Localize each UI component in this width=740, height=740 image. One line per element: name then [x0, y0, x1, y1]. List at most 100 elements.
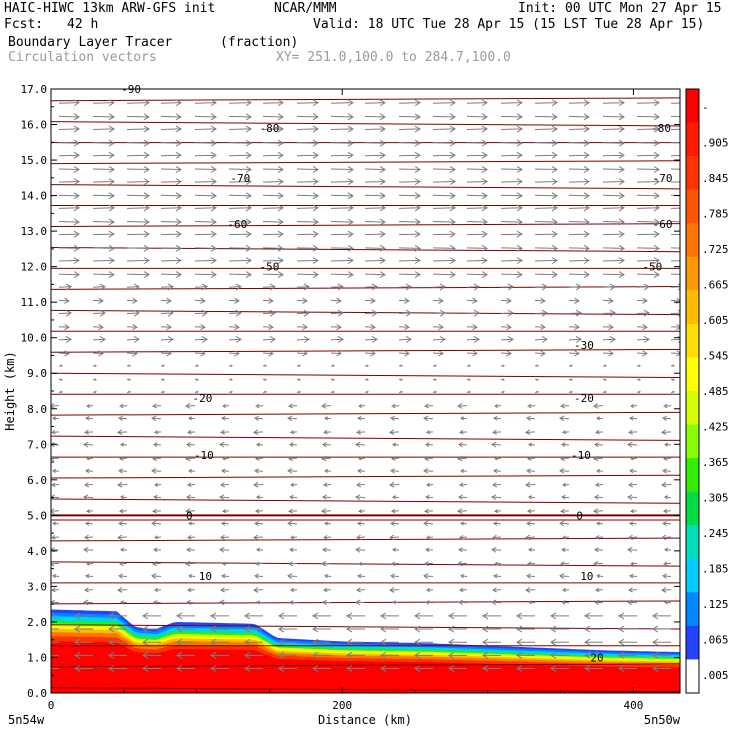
wind-vector: [152, 561, 162, 567]
colorbar-segment: [686, 290, 699, 325]
colorbar-label: .785: [702, 207, 729, 220]
wind-vector: [662, 520, 672, 527]
wind-vector: [494, 403, 502, 408]
wind-vector: [593, 403, 604, 409]
wind-vector: [186, 599, 196, 605]
contour-label: -70: [230, 172, 250, 185]
wind-vector: [466, 139, 488, 147]
wind-vector: [534, 297, 546, 304]
wind-vector: [432, 257, 456, 264]
wind-vector: [58, 297, 70, 304]
wind-vector: [500, 192, 523, 200]
wind-vector: [516, 651, 535, 659]
wind-vector: [390, 520, 400, 527]
wind-vector: [152, 508, 162, 514]
wind-vector: [629, 468, 638, 474]
wind-vector: [160, 283, 174, 291]
wind-vector: [186, 547, 196, 553]
wind-vector: [330, 125, 354, 133]
wind-vector: [562, 430, 570, 435]
wind-vector: [58, 336, 72, 343]
wind-vector: [636, 323, 648, 331]
wind-vector: [380, 625, 399, 633]
wind-vector: [424, 561, 434, 567]
wind-vector: [92, 99, 115, 107]
wind-vector: [560, 403, 570, 409]
wind-vector: [58, 283, 72, 291]
wind-vector: [152, 455, 162, 462]
wind-vector: [244, 612, 263, 620]
wind-vector: [357, 573, 366, 579]
x-tick-label: 400: [623, 699, 643, 712]
wind-vector: [312, 651, 331, 659]
wind-vector: [84, 587, 94, 593]
wind-vector: [296, 113, 319, 121]
circulation-vectors: [51, 99, 680, 672]
wind-vector: [364, 336, 378, 343]
wind-vector: [459, 482, 468, 488]
wind-vector: [160, 323, 172, 331]
wind-vector: [595, 482, 604, 488]
wind-vector: [466, 323, 478, 331]
wind-vector: [432, 165, 456, 173]
wind-vector: [636, 204, 660, 212]
wind-vector: [210, 638, 229, 646]
colorbar-segment: [686, 256, 699, 291]
wind-vector: [568, 125, 590, 133]
wind-vector: [414, 665, 433, 672]
colorbar-segment: [686, 391, 699, 425]
wind-vector: [142, 638, 161, 646]
wind-vector: [58, 230, 80, 238]
wind-vector: [358, 509, 366, 514]
wind-vector: [262, 378, 267, 381]
wind-vector: [262, 151, 284, 159]
wind-vector: [425, 600, 434, 605]
wind-vector: [188, 416, 196, 421]
wind-vector: [562, 587, 570, 593]
wind-vector: [466, 218, 488, 226]
wind-vector: [602, 323, 614, 331]
wind-vector: [596, 574, 604, 579]
wind-vector: [126, 350, 138, 357]
wind-vector: [321, 560, 332, 567]
wind-vector: [602, 218, 625, 226]
wind-vector: [119, 403, 128, 409]
y-axis-label: Height (km): [3, 351, 17, 430]
right-endpoint-label: 5n50w: [644, 713, 681, 727]
wind-vector: [392, 600, 400, 605]
wind-vector: [296, 283, 310, 291]
wind-vector: [398, 139, 421, 147]
wind-vector: [92, 323, 104, 331]
wind-vector: [126, 151, 150, 159]
wind-vector: [296, 244, 319, 252]
wind-vector: [86, 509, 94, 514]
wind-vector: [346, 625, 365, 633]
wind-vector: [160, 192, 182, 200]
wind-vector: [228, 204, 252, 212]
wind-vector: [391, 561, 400, 566]
wind-vector: [423, 415, 434, 422]
wind-vector: [219, 494, 230, 501]
wind-vector: [58, 113, 80, 121]
wind-vector: [330, 390, 335, 394]
wind-vector: [278, 665, 297, 672]
wind-vector: [525, 429, 536, 436]
wind-vector: [528, 495, 536, 500]
wind-vector: [228, 178, 252, 186]
colorbar-label: .605: [702, 314, 729, 327]
y-tick-label: 10.0: [21, 332, 48, 345]
wind-vector: [85, 573, 94, 579]
wind-vector: [58, 378, 63, 381]
wind-vector: [526, 573, 536, 579]
colorbar-segment: [686, 458, 699, 492]
wind-vector: [187, 429, 196, 435]
wind-vector: [568, 192, 590, 200]
wind-vector: [219, 441, 230, 448]
wind-vector: [364, 283, 378, 291]
wind-vector: [466, 151, 488, 159]
colorbar-segment: [686, 424, 699, 459]
wind-vector: [627, 599, 638, 606]
wind-vector: [296, 218, 319, 226]
contour-label: 20: [590, 651, 603, 664]
wind-vector: [330, 204, 354, 212]
